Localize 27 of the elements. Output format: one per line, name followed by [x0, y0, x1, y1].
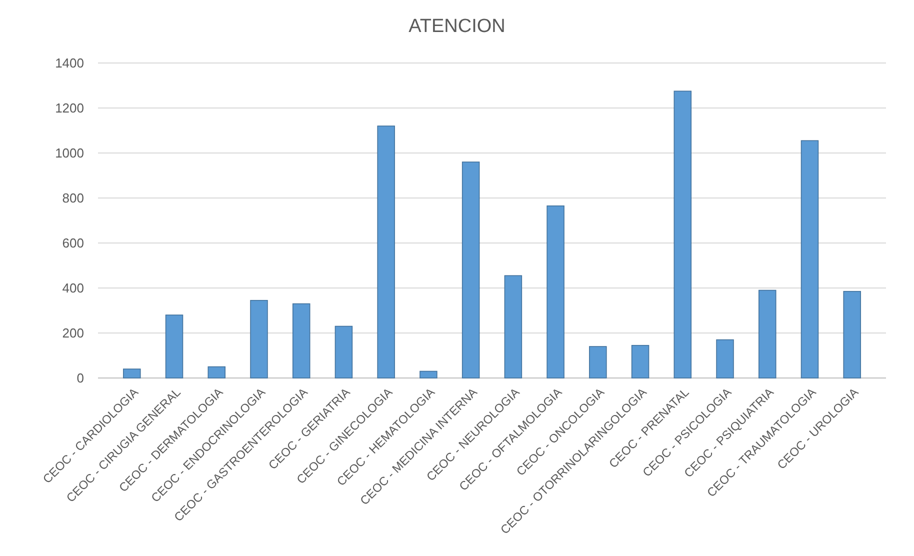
bar — [800, 140, 819, 378]
bar — [123, 368, 141, 378]
bar — [631, 344, 650, 378]
bar — [165, 314, 184, 378]
y-tick-label: 200 — [62, 326, 84, 341]
bar — [758, 290, 776, 378]
y-tick-label: 0 — [76, 370, 84, 386]
bar — [504, 275, 522, 378]
y-tick-label: 1400 — [55, 56, 84, 71]
bar — [716, 339, 734, 378]
bar — [208, 366, 226, 378]
bar — [377, 126, 395, 378]
bar — [462, 162, 480, 378]
bar — [674, 90, 692, 378]
y-tick-label: 600 — [62, 236, 84, 251]
bar — [420, 370, 438, 378]
y-tick-label: 400 — [62, 280, 84, 296]
bar — [250, 300, 268, 378]
y-tick-label: 1200 — [55, 100, 84, 116]
bar — [546, 205, 564, 378]
y-tick-label: 800 — [62, 190, 84, 206]
y-tick-label: 1000 — [55, 146, 84, 161]
bar — [589, 346, 607, 378]
bar — [334, 326, 353, 378]
chart-title: ATENCION — [408, 16, 506, 37]
bar — [292, 303, 310, 378]
bar — [843, 290, 861, 378]
